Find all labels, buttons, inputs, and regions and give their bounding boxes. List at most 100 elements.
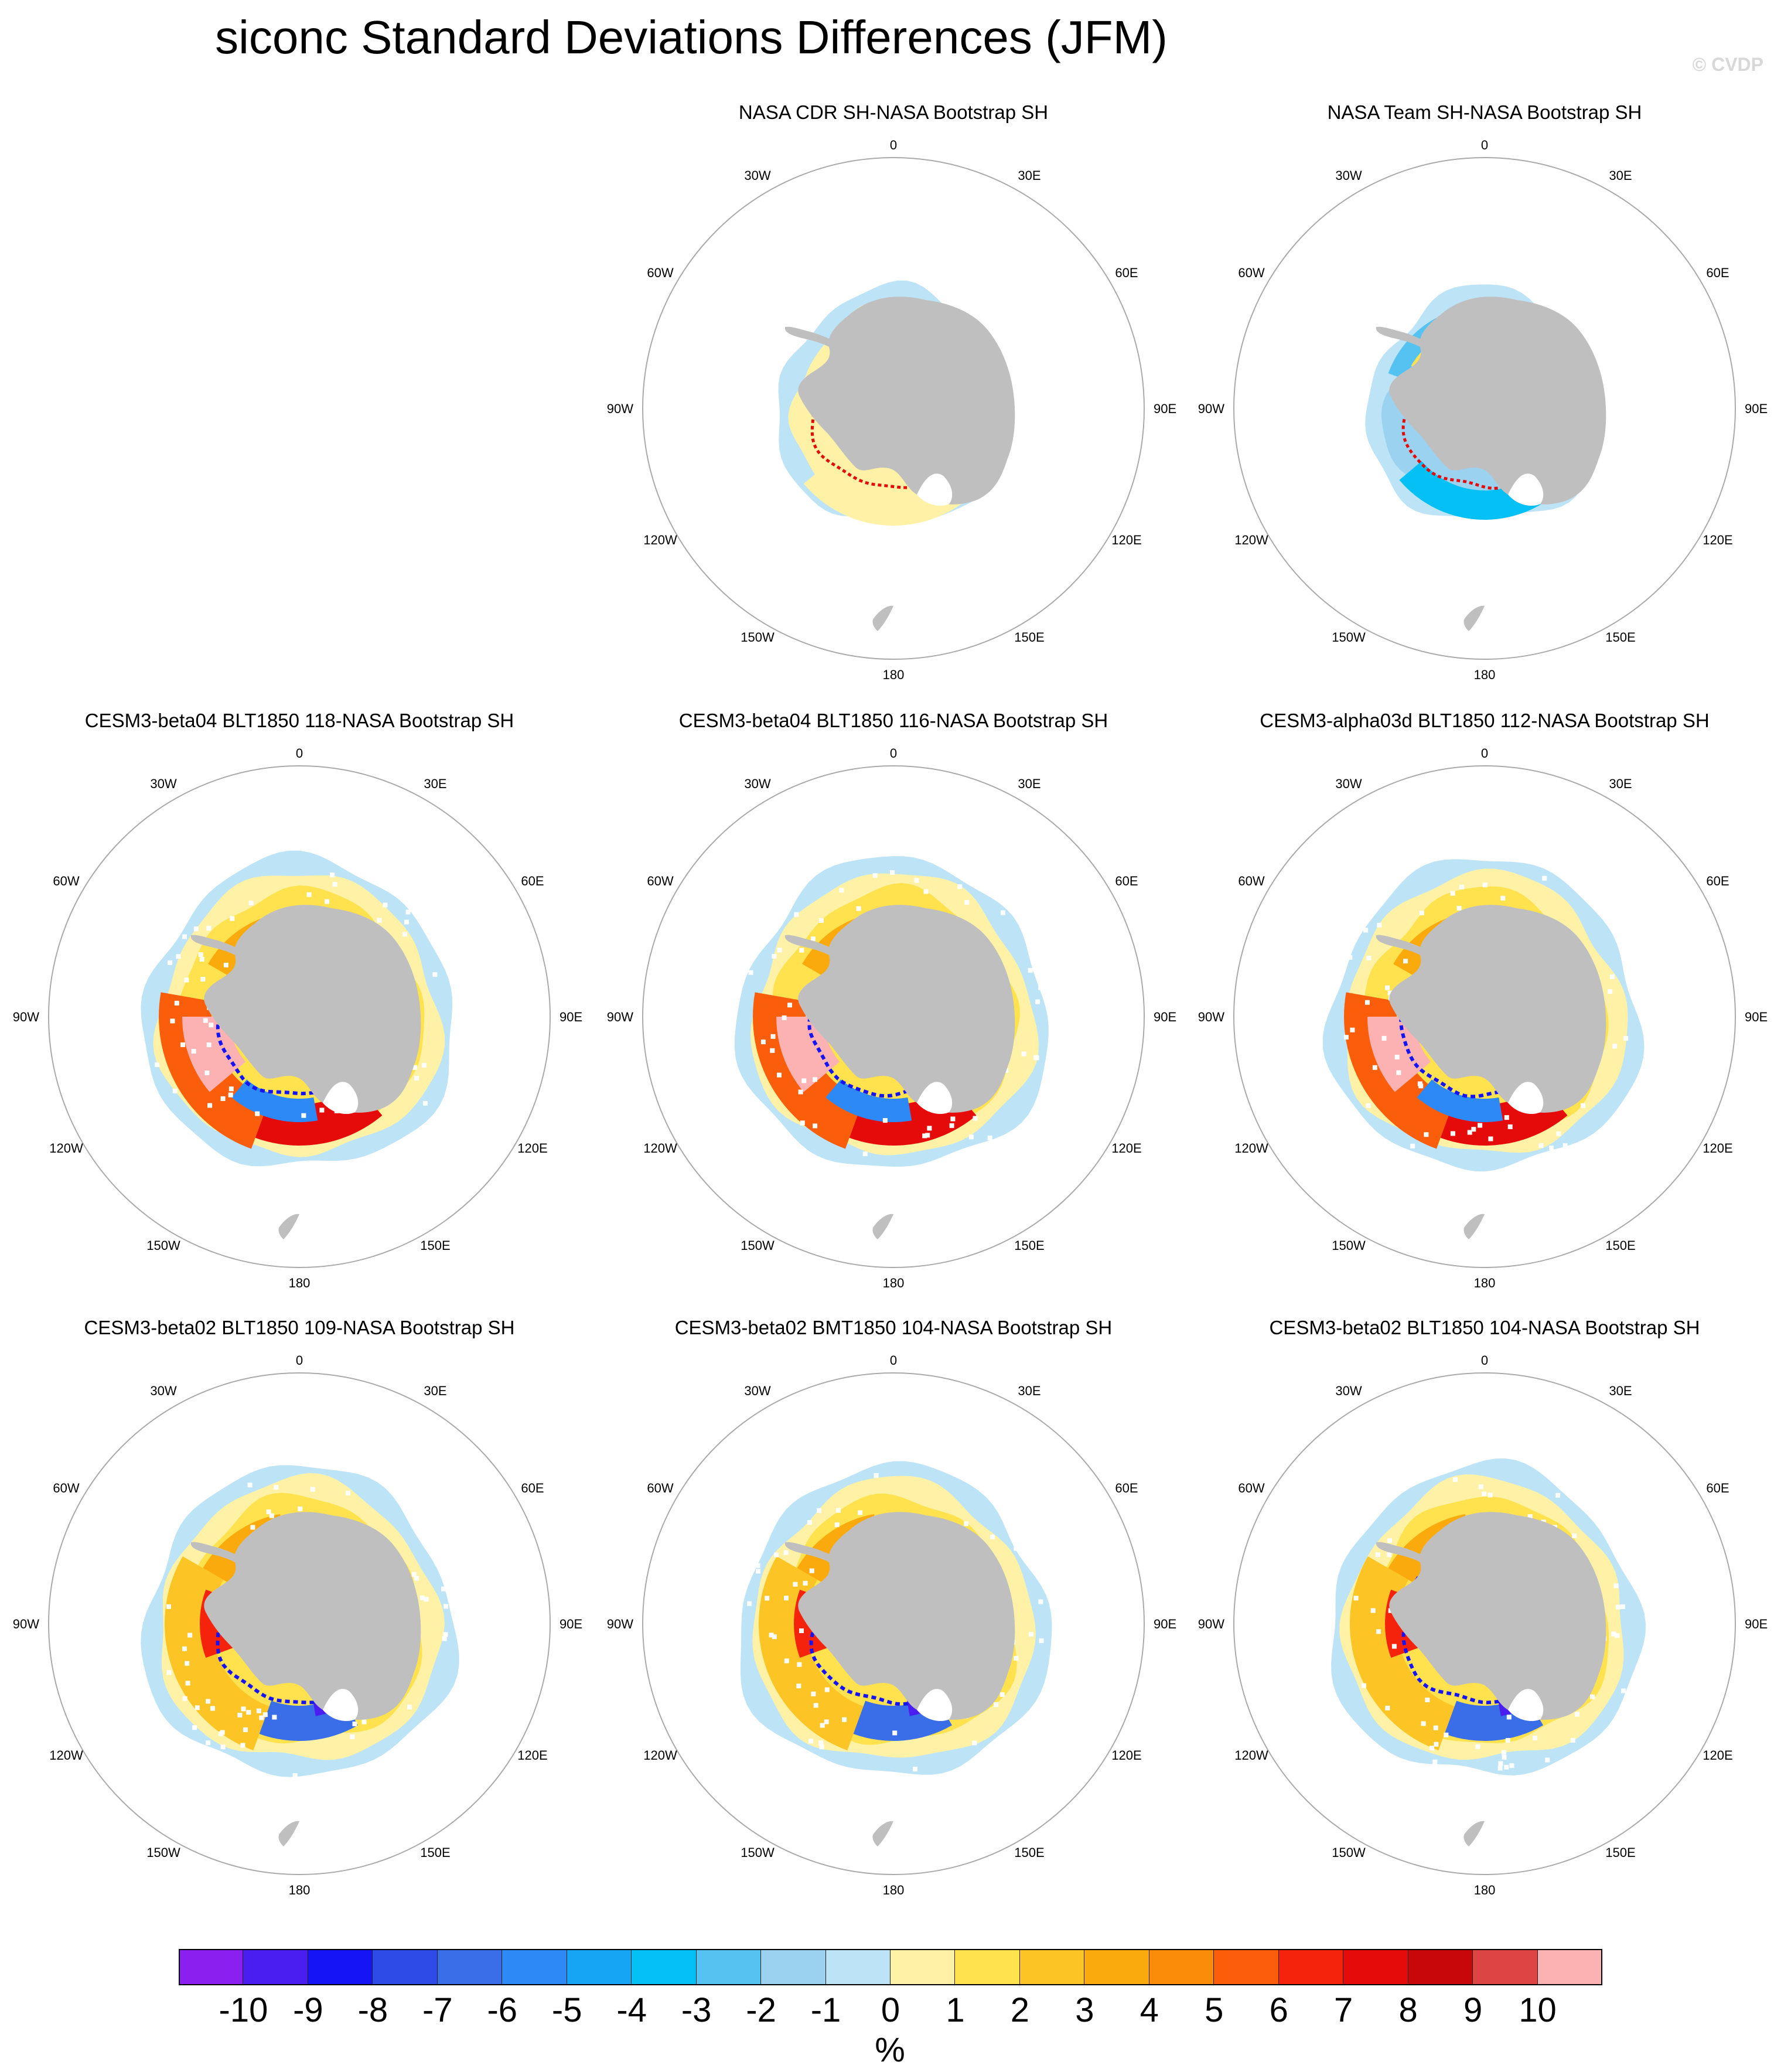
colorbar-tick-label: -2 bbox=[746, 1991, 776, 2029]
missing-cell bbox=[1500, 895, 1506, 901]
antarctic-peninsula bbox=[784, 1542, 835, 1562]
colorbar-frame bbox=[179, 1949, 1602, 1985]
missing-cell bbox=[813, 1123, 818, 1129]
colorbar-box bbox=[179, 1949, 244, 1985]
map-boundary bbox=[642, 765, 1145, 1268]
missing-cell bbox=[266, 1509, 271, 1514]
missing-cell bbox=[950, 1116, 956, 1122]
missing-cell bbox=[810, 936, 816, 942]
missing-cell bbox=[255, 1111, 260, 1116]
missing-cell bbox=[824, 1719, 829, 1725]
colorbar-box bbox=[373, 1949, 438, 1985]
missing-cell bbox=[882, 1118, 888, 1123]
lon-label-w30: 30W bbox=[744, 1383, 770, 1398]
missing-cell bbox=[797, 1662, 802, 1667]
map-field bbox=[49, 1465, 459, 1846]
lon-label-e60: 60E bbox=[1115, 265, 1138, 280]
missing-cell bbox=[772, 1634, 777, 1640]
polar-map: 0 180 90W 90E 30W 30E 60W 60E 120W 120E 150W 150E bbox=[1198, 1353, 1768, 1897]
map-panel: NASA Team SH-NASA Bootstrap SH 0 180 90W 90E… bbox=[1189, 101, 1774, 687]
colorbar-tick-label: 10 bbox=[1519, 1991, 1557, 2029]
ross-ice-shelf bbox=[1508, 473, 1544, 506]
colorbar-box bbox=[1278, 1949, 1344, 1985]
lon-label-e60: 60E bbox=[1115, 874, 1138, 888]
ross-anomaly bbox=[803, 465, 969, 526]
missing-cell bbox=[858, 1510, 863, 1515]
panel-title: CESM3-beta04 BLT1850 116-NASA Bootstrap … bbox=[678, 710, 1108, 731]
missing-cell bbox=[808, 1739, 814, 1744]
lon-label-e150: 150E bbox=[1605, 1845, 1635, 1860]
ross-ice-shelf bbox=[1508, 1082, 1544, 1115]
missing-cell bbox=[973, 1116, 978, 1121]
lon-label-w150: 150W bbox=[1332, 1238, 1366, 1253]
polar-map: 0 180 90W 90E 30W 30E 60W 60E 120W 120E 150W 150E bbox=[1198, 138, 1768, 682]
missing-cell bbox=[811, 1691, 816, 1696]
missing-cell bbox=[1504, 1115, 1509, 1120]
colorbar-box bbox=[1343, 1949, 1408, 1985]
colorbar-box bbox=[502, 1949, 567, 1985]
missing-cell bbox=[444, 1604, 449, 1609]
missing-cell bbox=[1014, 1655, 1019, 1661]
polar-map: 0 180 90W 90E 30W 30E 60W 60E 120W 120E 150W 150E bbox=[607, 746, 1176, 1290]
missing-cell bbox=[1545, 1757, 1550, 1763]
lon-label-w30: 30W bbox=[150, 776, 176, 791]
missing-cell bbox=[361, 1719, 367, 1725]
missing-cell bbox=[1035, 999, 1040, 1004]
lon-label-w60: 60W bbox=[1238, 265, 1264, 280]
colorbar-box bbox=[1084, 1949, 1149, 1985]
map-panel: NASA CDR SH-NASA Bootstrap SH 0 180 90W 90E 3… bbox=[598, 101, 1189, 687]
missing-cell bbox=[1385, 985, 1390, 990]
missing-cell bbox=[1347, 955, 1353, 960]
missing-cell bbox=[1575, 1712, 1580, 1717]
ross-ice-shelf bbox=[1508, 1689, 1544, 1722]
lon-label-right: 90E bbox=[1154, 1617, 1176, 1631]
ross-ice-shelf bbox=[917, 473, 953, 506]
lon-label-w30: 30W bbox=[744, 776, 770, 791]
missing-cell bbox=[1501, 1750, 1506, 1755]
lon-label-bottom: 180 bbox=[883, 1883, 905, 1897]
missing-cell bbox=[839, 888, 844, 893]
missing-cell bbox=[798, 1089, 803, 1095]
missing-cell bbox=[204, 1070, 210, 1075]
lon-label-left: 90W bbox=[1198, 1617, 1224, 1631]
colorbar-box bbox=[891, 1949, 956, 1985]
missing-cell bbox=[180, 1042, 186, 1047]
antarctica-land bbox=[798, 1512, 1015, 1720]
missing-cell bbox=[184, 977, 189, 983]
missing-cell bbox=[890, 870, 895, 875]
colorbar-box bbox=[1408, 1949, 1473, 1985]
missing-cell bbox=[274, 1485, 279, 1490]
missing-cell bbox=[424, 1597, 429, 1602]
colorbar-tick-label: -4 bbox=[616, 1991, 647, 2029]
lon-label-left: 90W bbox=[13, 1617, 39, 1631]
missing-cell bbox=[193, 926, 199, 932]
anomaly-sector bbox=[759, 1556, 864, 1751]
missing-cell bbox=[1563, 1143, 1568, 1148]
lon-label-e30: 30E bbox=[1609, 1383, 1632, 1398]
lon-label-e120: 120E bbox=[517, 1748, 547, 1763]
missing-cell bbox=[1403, 959, 1408, 964]
missing-cell bbox=[1433, 1725, 1438, 1730]
missing-cell bbox=[170, 1018, 175, 1024]
antarctica-land bbox=[1389, 297, 1606, 505]
missing-cell bbox=[187, 1633, 193, 1638]
lon-label-e120: 120E bbox=[1111, 1748, 1141, 1763]
missing-cell bbox=[1028, 1631, 1033, 1637]
missing-cell bbox=[1381, 1035, 1387, 1041]
colorbar-tick-label: -9 bbox=[293, 1991, 323, 2029]
missing-cell bbox=[203, 1018, 208, 1023]
antarctica-land bbox=[1389, 1512, 1606, 1720]
missing-cell bbox=[199, 957, 204, 962]
missing-cell bbox=[813, 1703, 818, 1708]
missing-cell bbox=[1434, 1742, 1439, 1747]
map-field bbox=[643, 253, 1015, 631]
colorbar-tick-label: -10 bbox=[219, 1991, 268, 2029]
colorbar-tick-label: 2 bbox=[1010, 1991, 1030, 2029]
missing-cell bbox=[1372, 1065, 1377, 1070]
missing-cell bbox=[247, 1483, 253, 1488]
missing-cell bbox=[1387, 1538, 1392, 1543]
map-field bbox=[643, 856, 1049, 1239]
lon-label-w30: 30W bbox=[1335, 776, 1362, 791]
missing-cell bbox=[1444, 1732, 1449, 1737]
missing-cell bbox=[1615, 1604, 1621, 1610]
